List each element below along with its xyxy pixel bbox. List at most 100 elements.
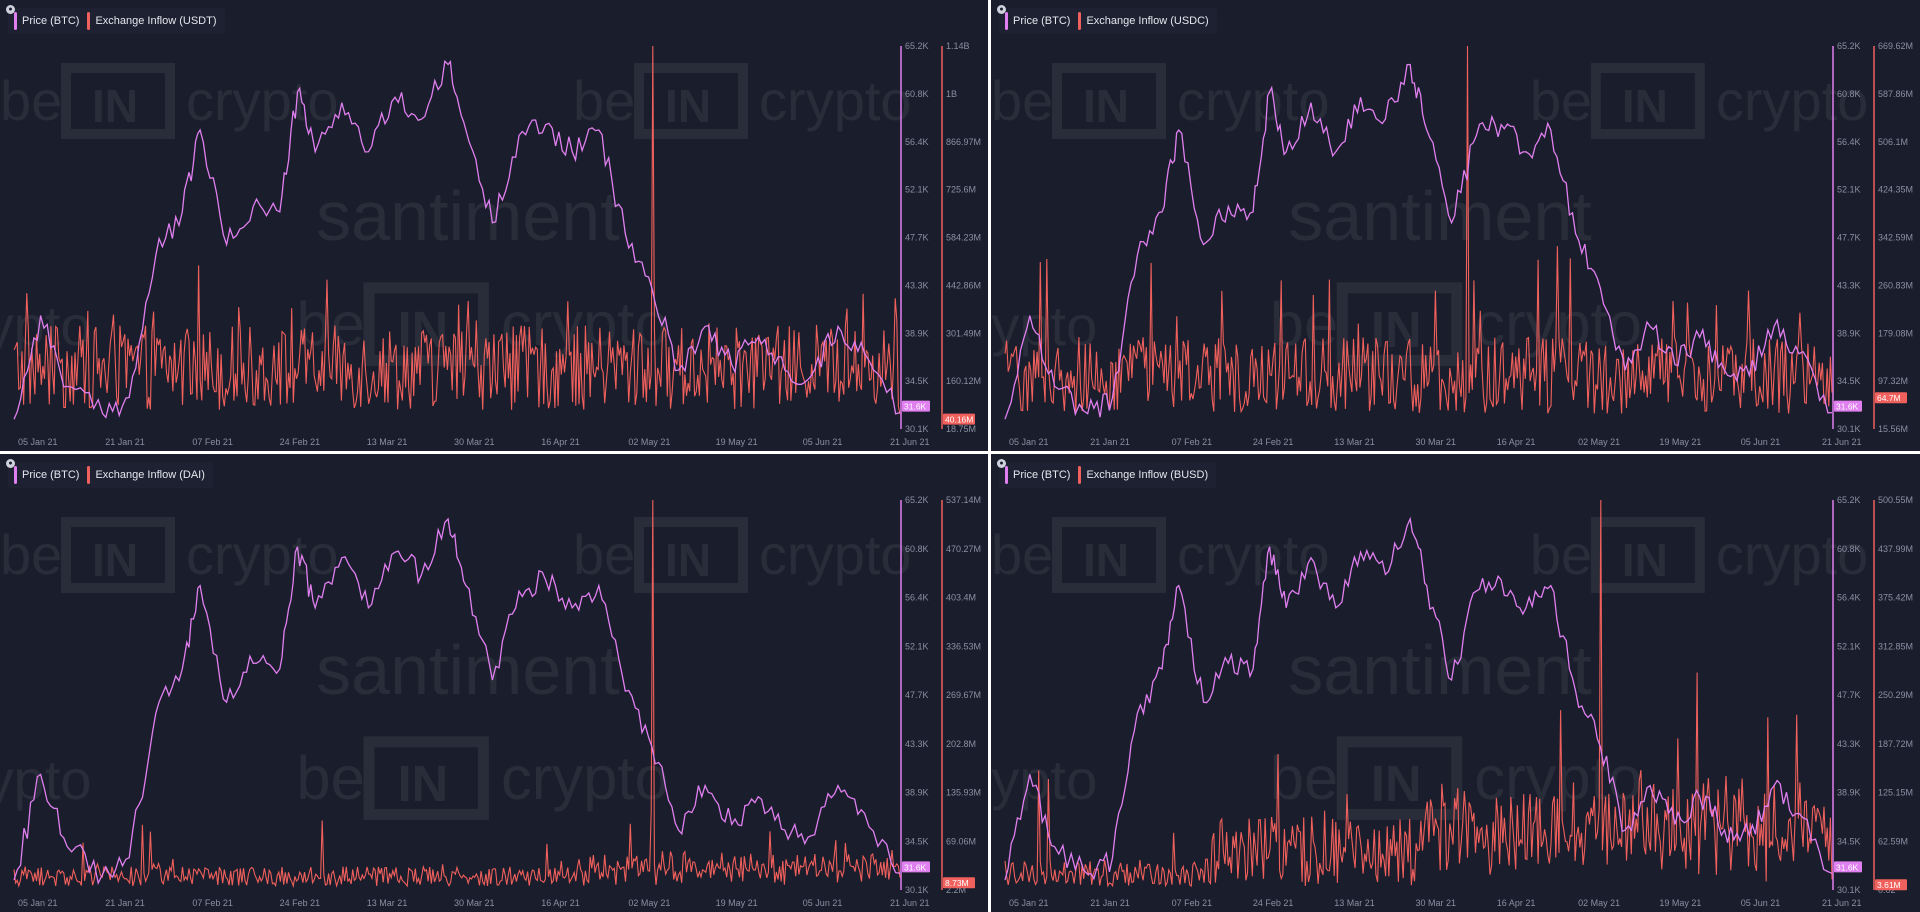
chart-svg-usdc: beINcryptobeINcryptobeINcryptobeINcrypto… xyxy=(991,41,1913,447)
watermark-logo: be IN crypto xyxy=(296,736,669,820)
watermark: beINcryptobeINcryptobeINcryptobeINcrypto… xyxy=(0,517,912,820)
inflow-tick-label: 97.32M xyxy=(1878,376,1908,386)
x-tick-label: 16 Apr 21 xyxy=(1497,437,1536,447)
inflow-tick-label: 69.06M xyxy=(946,836,976,846)
inflow-tick-label: 506.1M xyxy=(1878,137,1908,147)
inflow-tick-label: 375.42M xyxy=(1878,593,1913,603)
legend-item-price[interactable]: Price (BTC) xyxy=(14,12,79,30)
watermark-bracket xyxy=(634,517,749,593)
inflow-value-label: 64.7M xyxy=(1877,393,1901,403)
inflow-tick-label: 424.35M xyxy=(1878,185,1913,195)
watermark-text-in: IN xyxy=(1622,80,1668,132)
watermark-bracket xyxy=(1052,517,1166,593)
price-series-line xyxy=(13,59,901,420)
watermark-bracket xyxy=(61,63,175,139)
x-tick-label: 21 Jun 21 xyxy=(1822,437,1862,447)
inflow-tick-label: 336.53M xyxy=(946,641,981,651)
lock-icon: ● xyxy=(6,459,15,468)
x-tick-label: 07 Feb 21 xyxy=(1172,898,1213,908)
price-tick-label: 52.1K xyxy=(905,641,929,651)
legend-swatch-inflow xyxy=(1078,12,1082,30)
watermark-brand: santiment xyxy=(316,631,619,709)
legend-item-price[interactable]: Price (BTC) xyxy=(1005,466,1070,484)
x-tick-label: 13 Mar 21 xyxy=(367,437,408,447)
x-tick-label: 24 Feb 21 xyxy=(280,437,321,447)
inflow-tick-label: 1.14B xyxy=(946,41,970,51)
watermark-logo: be IN crypto xyxy=(0,63,339,139)
x-tick-label: 05 Jun 21 xyxy=(1741,437,1781,447)
watermark-text-in: IN xyxy=(1371,755,1422,812)
watermark-text-in: IN xyxy=(92,80,138,132)
chart-panel-dai: beINcryptobeINcryptobeINcryptobeINcrypto… xyxy=(0,454,988,912)
x-tick-label: 05 Jan 21 xyxy=(18,898,58,908)
price-tick-label: 56.4K xyxy=(905,137,929,147)
x-tick-label: 05 Jun 21 xyxy=(803,898,843,908)
price-value-badge xyxy=(902,861,930,873)
inflow-value-label: 40.16M xyxy=(945,415,973,425)
inflow-tick-label: 537.14M xyxy=(946,495,981,505)
price-tick-label: 56.4K xyxy=(1837,137,1861,147)
price-tick-label: 47.7K xyxy=(905,690,929,700)
lock-icon: ● xyxy=(6,5,15,14)
legend-label-price: Price (BTC) xyxy=(1013,15,1071,27)
chart-panel-usdt: beINcryptobeINcryptobeINcryptobeINcrypto… xyxy=(0,0,988,451)
chart-svg-dai: beINcryptobeINcryptobeINcryptobeINcrypto… xyxy=(0,495,981,908)
price-value-badge xyxy=(902,400,930,412)
watermark-logo: be IN crypto xyxy=(1530,63,1869,139)
price-tick-label: 60.8K xyxy=(905,89,929,99)
inflow-tick-label: 342.59M xyxy=(1878,233,1913,243)
inflow-series-line xyxy=(13,499,901,889)
x-tick-label: 02 May 21 xyxy=(1578,898,1620,908)
inflow-tick-label: 179.08M xyxy=(1878,328,1913,338)
watermark-text-be: be xyxy=(0,523,62,586)
legend-item-inflow[interactable]: Exchange Inflow (BUSD) xyxy=(1078,466,1208,484)
legend-label-inflow: Exchange Inflow (USDC) xyxy=(1086,15,1209,27)
chart-legend: ● Price (BTC) Exchange Inflow (USDC) xyxy=(997,5,1217,34)
inflow-tick-label: 403.4M xyxy=(946,593,976,603)
legend-item-price[interactable]: Price (BTC) xyxy=(1005,12,1070,30)
inflow-value-badge xyxy=(1875,392,1907,404)
x-tick-label: 02 May 21 xyxy=(1578,437,1620,447)
price-tick-label: 43.3K xyxy=(905,280,929,290)
price-tick-label: 38.9K xyxy=(905,328,929,338)
inflow-value-badge xyxy=(943,877,975,889)
watermark-brand: santiment xyxy=(1288,631,1591,709)
legend-swatch-price xyxy=(14,12,17,30)
price-value-badge xyxy=(1834,400,1862,412)
legend-label-inflow: Exchange Inflow (DAI) xyxy=(95,469,205,481)
watermark-text-crypto: crypto xyxy=(991,748,1097,811)
legend-swatch-price xyxy=(1005,12,1008,30)
inflow-tick-label: 584.23M xyxy=(946,233,981,243)
watermark-bracket xyxy=(634,63,749,139)
watermark-text-be: be xyxy=(991,69,1053,132)
watermark-logo: be IN crypto xyxy=(573,517,912,593)
inflow-tick-label: 725.6M xyxy=(946,185,976,195)
price-tick-label: 30.1K xyxy=(1837,885,1861,895)
price-tick-label: 34.5K xyxy=(905,836,929,846)
legend-item-inflow[interactable]: Exchange Inflow (USDT) xyxy=(87,12,217,30)
legend-item-inflow[interactable]: Exchange Inflow (USDC) xyxy=(1078,12,1209,30)
watermark-text-crypto: crypto xyxy=(501,744,669,813)
x-tick-label: 05 Jun 21 xyxy=(1741,898,1781,908)
price-tick-label: 65.2K xyxy=(905,41,929,51)
watermark-text-crypto: crypto xyxy=(186,69,339,132)
x-tick-label: 21 Jan 21 xyxy=(1090,898,1130,908)
legend-label-inflow: Exchange Inflow (USDT) xyxy=(95,15,217,27)
x-tick-label: 05 Jan 21 xyxy=(1009,898,1049,908)
inflow-value-label: 8.73M xyxy=(945,878,969,888)
inflow-value-label: 3.61M xyxy=(1877,880,1901,890)
watermark-text-crypto: crypto xyxy=(1716,69,1869,132)
inflow-tick-label: 1B xyxy=(946,89,957,99)
price-tick-label: 43.3K xyxy=(1837,739,1861,749)
legend-item-price[interactable]: Price (BTC) xyxy=(14,466,79,484)
watermark-bracket xyxy=(1336,736,1463,820)
inflow-series-line xyxy=(1004,45,1833,414)
chart-legend: ● Price (BTC) Exchange Inflow (USDT) xyxy=(6,5,225,34)
x-tick-label: 16 Apr 21 xyxy=(541,437,580,447)
price-tick-label: 30.1K xyxy=(905,885,929,895)
price-value-label: 31.6K xyxy=(904,402,927,412)
legend-item-inflow[interactable]: Exchange Inflow (DAI) xyxy=(87,466,205,484)
watermark-text-crypto: crypto xyxy=(1716,523,1869,586)
x-tick-label: 21 Jan 21 xyxy=(105,437,145,447)
